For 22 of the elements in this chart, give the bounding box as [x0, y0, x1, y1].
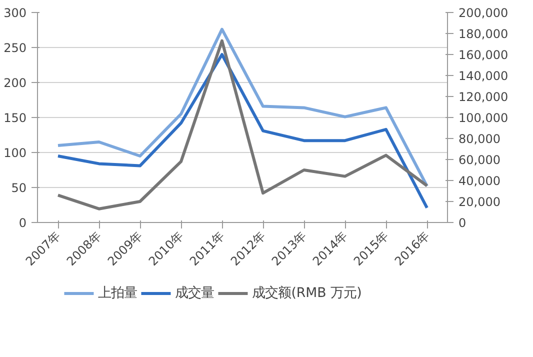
y2-tick-label: 200,000	[458, 6, 508, 20]
y2-tick-label: 180,000	[458, 27, 508, 41]
y2-tick-label: 20,000	[458, 195, 500, 209]
y2-tick-label: 120,000	[458, 90, 508, 104]
y-tick-label: 200	[4, 76, 26, 90]
y-tick-label: 100	[4, 146, 26, 160]
line-series	[56, 28, 428, 188]
y2-tick-label: 140,000	[458, 69, 508, 83]
y-tick-label: 300	[4, 6, 26, 20]
y-tick-label: 250	[4, 41, 26, 55]
y2-tick-label: 80,000	[458, 132, 500, 146]
y2-tick-label: 0	[458, 216, 466, 230]
y-tick-label: 150	[4, 111, 26, 125]
legend-label: 成交量	[175, 284, 214, 302]
y-tick-label: 50	[11, 181, 27, 195]
y2-tick-label: 40,000	[458, 174, 500, 188]
legend-label: 上拍量	[98, 284, 138, 302]
y2-tick-label: 60,000	[458, 153, 500, 167]
y2-tick-label: 160,000	[458, 48, 508, 62]
y-tick-label: 0	[18, 216, 27, 230]
y2-tick-label: 100,000	[458, 111, 508, 125]
legend-label: 成交额(RMB 万元)	[252, 284, 362, 302]
